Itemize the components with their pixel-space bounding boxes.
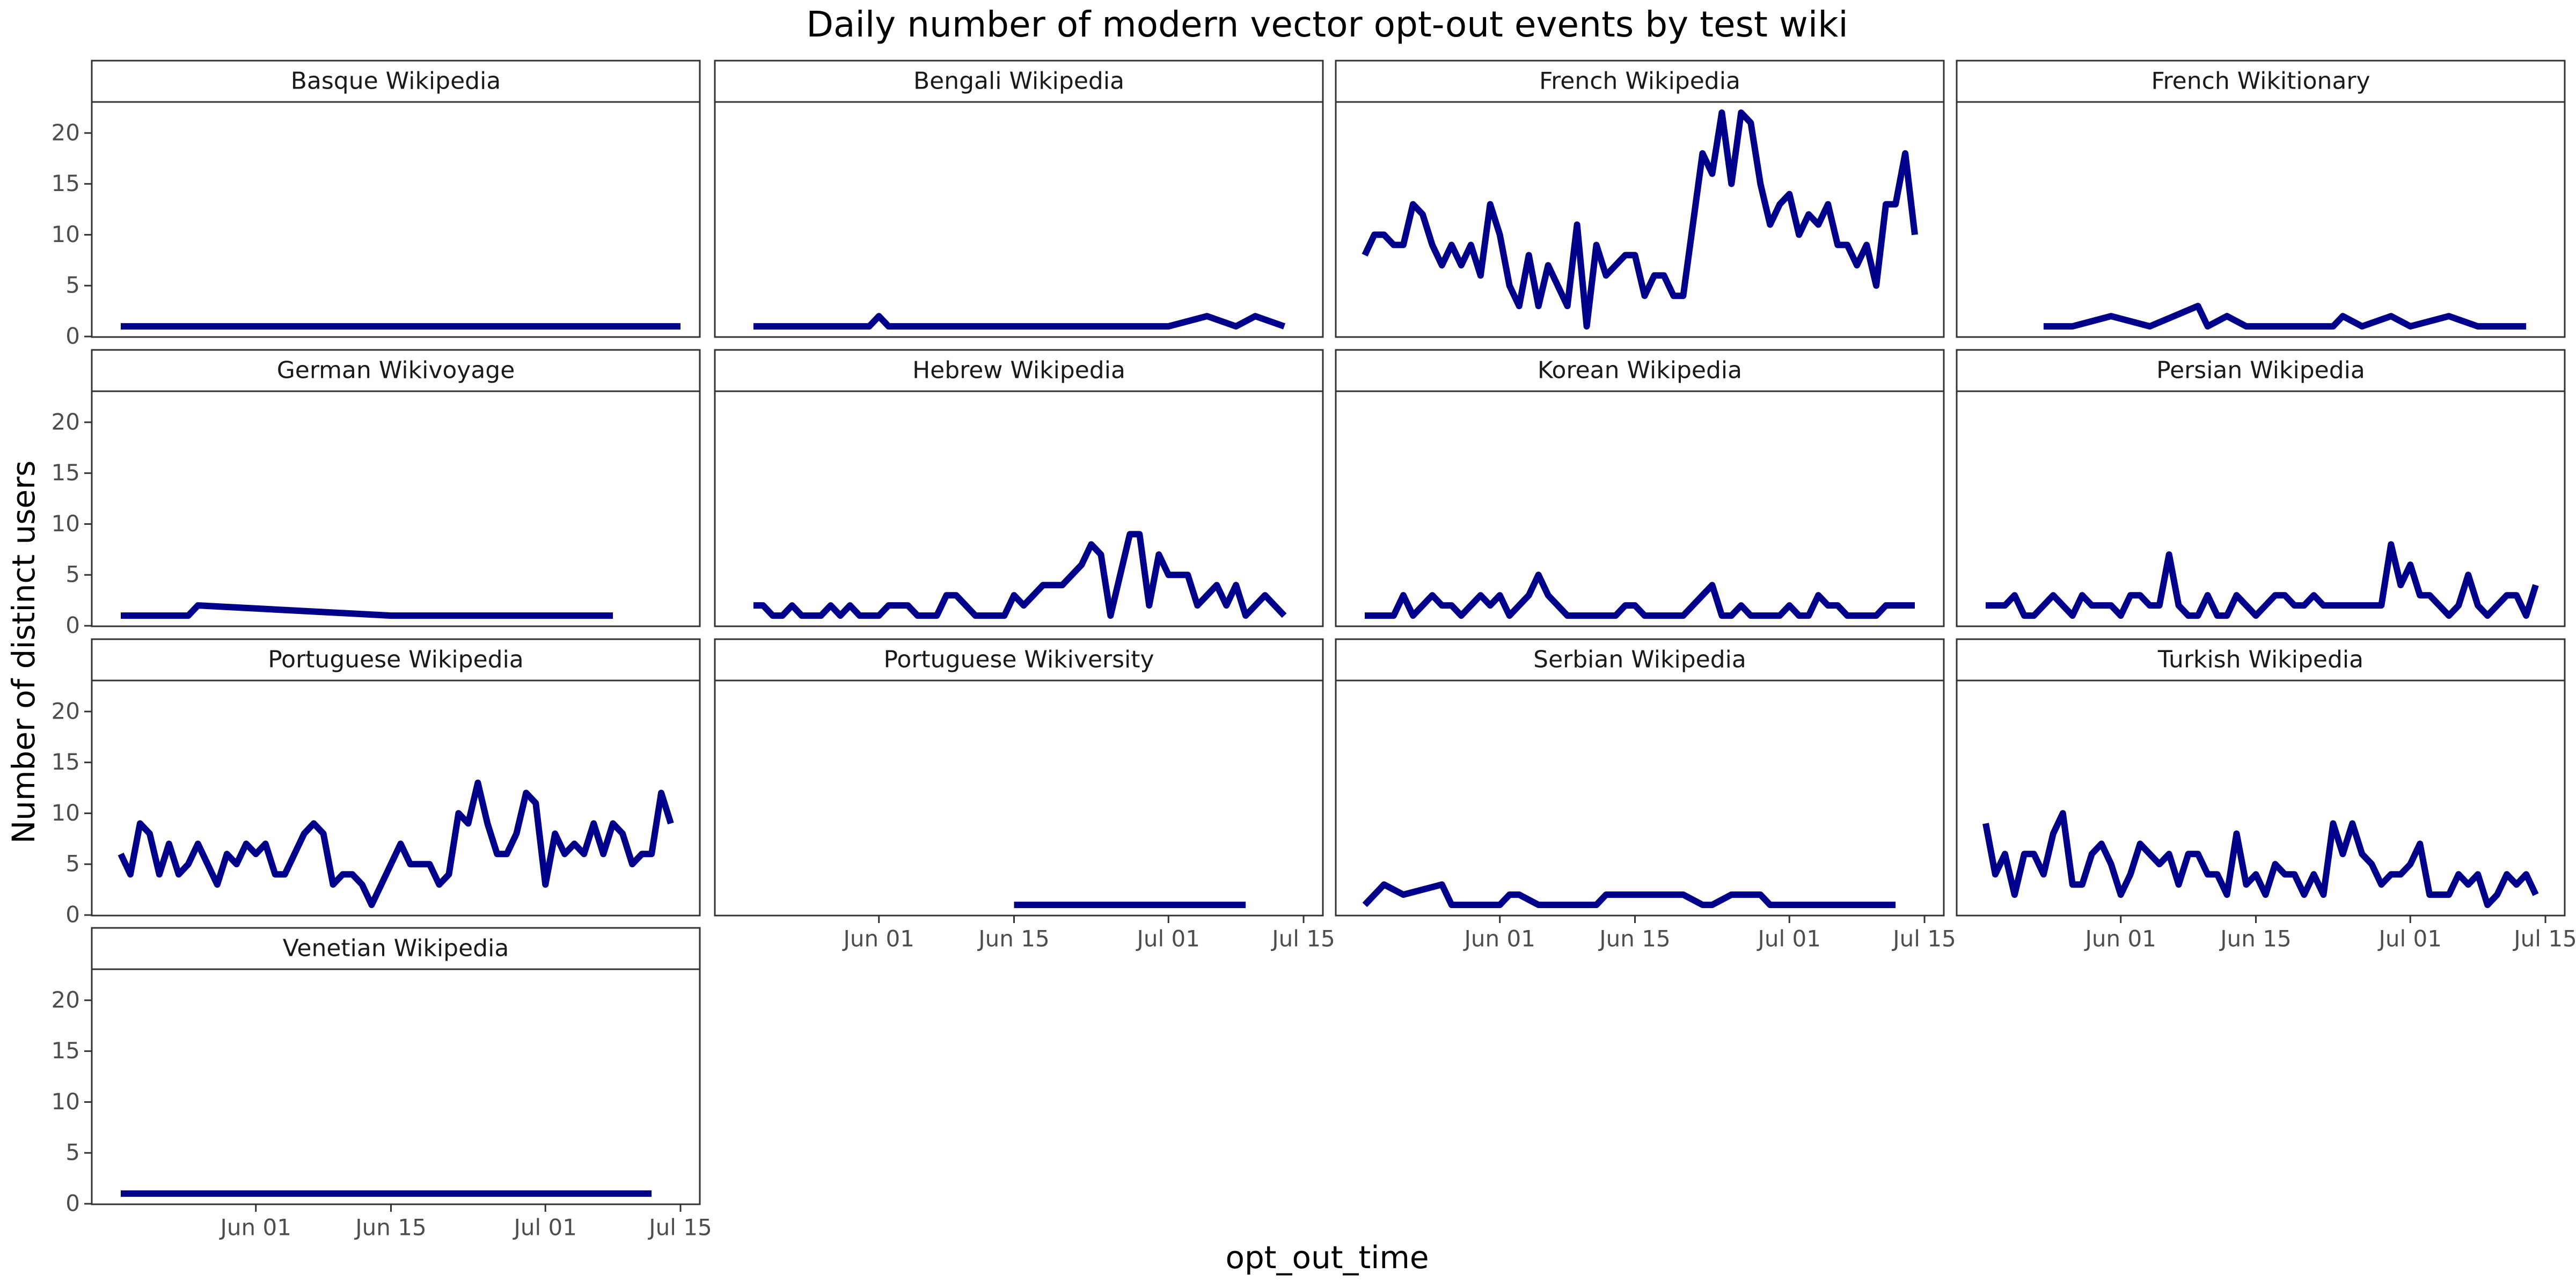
x-tick-label: Jul 01 [513,1214,577,1241]
strip [1335,349,1945,392]
y-tick-label: 5 [65,1139,80,1166]
data-line [121,602,613,619]
facet-title: German Wikivoyage [277,357,515,384]
y-tick-label: 15 [52,749,80,775]
y-tick-label: 15 [52,170,80,196]
y-tick-label: 15 [52,459,80,486]
facet-title: Persian Wikipedia [2156,357,2365,384]
data-line [118,779,674,909]
x-tick-label: Jun 15 [1598,926,1670,952]
data-line [1362,109,1918,330]
y-tick-label: 10 [52,221,80,247]
panel [91,101,701,338]
y-tick-label: 15 [52,1037,80,1064]
strip [91,638,701,682]
strip [1956,349,2566,392]
y-tick-label: 20 [52,119,80,145]
facet-title: Basque Wikipedia [291,68,501,95]
facet-title: Korean Wikipedia [1538,357,1742,384]
x-tick-label: Jun 01 [2084,926,2156,952]
x-tick-label: Jul 01 [1136,926,1200,952]
x-tick-label: Jul 01 [1757,926,1821,952]
strip [1956,60,2566,103]
y-tick-label: 5 [65,561,80,588]
facet-title: Hebrew Wikipedia [912,357,1125,384]
chart-title: Daily number of modern vector opt-out ev… [806,4,1848,45]
y-tick-label: 10 [52,800,80,826]
x-tick-label: Jun 15 [977,926,1049,952]
facet-title: Venetian Wikipedia [283,935,509,962]
data-line [1982,810,2539,909]
panel [91,390,701,627]
facet-title: French Wikipedia [1539,68,1740,95]
strip [91,60,701,103]
facet-title: Portuguese Wikiversity [883,646,1154,674]
panel [1335,101,1945,338]
y-tick-label: 20 [52,408,80,435]
facet-title: French Wikitionary [2151,68,2370,95]
x-tick-label: Jul 15 [1270,926,1335,952]
x-tick-label: Jul 15 [2512,926,2576,952]
x-tick-label: Jun 01 [1463,926,1535,952]
data-line [1362,881,1896,909]
data-line [753,313,1286,330]
x-tick-label: Jun 01 [842,926,914,952]
y-tick-label: 0 [65,902,80,928]
x-tick-label: Jun 01 [219,1214,291,1241]
facet-title: Bengali Wikipedia [913,68,1124,95]
panel [1335,390,1945,627]
facet-title: Serbian Wikipedia [1533,646,1746,674]
strip [1956,638,2566,682]
y-tick-label: 10 [52,510,80,537]
x-tick-label: Jul 01 [2377,926,2442,952]
y-axis-title: Number of distinct users [5,460,42,844]
facet-title: Turkish Wikipedia [2157,646,2363,674]
x-tick-label: Jul 15 [647,1214,712,1241]
x-tick-label: Jun 15 [2219,926,2291,952]
panel [1956,101,2566,338]
facet-title: Portuguese Wikipedia [268,646,524,674]
data-line [1986,541,2539,619]
y-tick-label: 0 [65,323,80,349]
x-tick-label: Jul 15 [1891,926,1956,952]
panel [714,390,1324,627]
data-line [753,531,1287,619]
y-tick-label: 20 [52,986,80,1013]
strip [714,638,1324,682]
data-line [2043,303,2527,330]
strip [714,349,1324,392]
strip [91,927,701,970]
x-axis-title: opt_out_time [1225,1239,1429,1276]
panel [91,968,701,1205]
panel [1335,679,1945,917]
panel [91,679,701,917]
panel [714,679,1324,917]
y-tick-label: 0 [65,1190,80,1217]
y-tick-label: 10 [52,1088,80,1115]
y-tick-label: 5 [65,272,80,298]
strip [1335,638,1945,682]
data-line [1365,572,1915,619]
y-tick-label: 0 [65,612,80,639]
y-tick-label: 5 [65,851,80,877]
panel [714,101,1324,338]
x-tick-label: Jun 15 [354,1214,426,1241]
y-tick-label: 20 [52,698,80,724]
